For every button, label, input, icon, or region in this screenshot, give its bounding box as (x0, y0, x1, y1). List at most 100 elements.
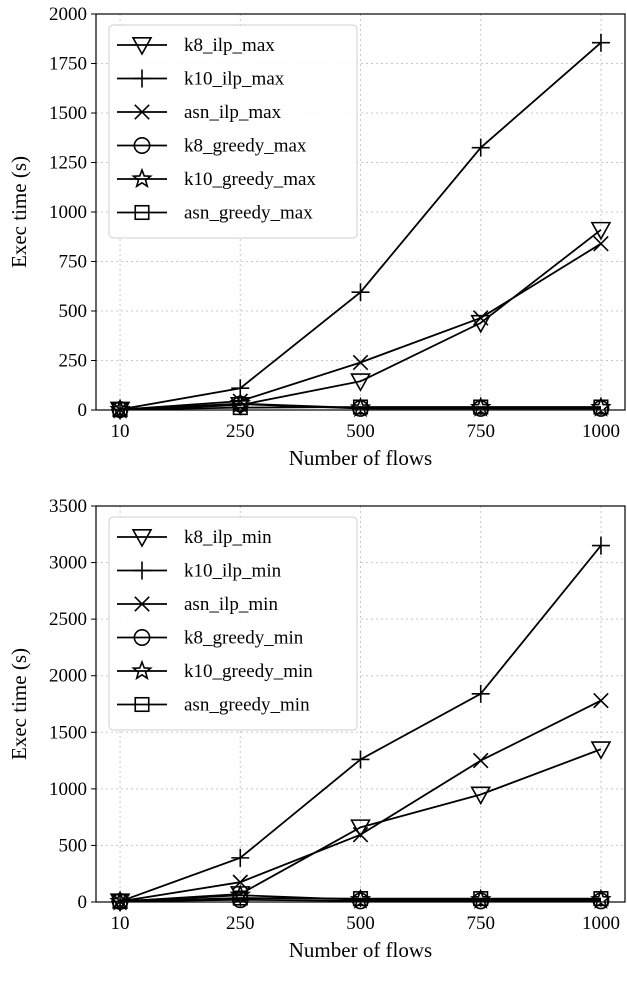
y-tick-label: 500 (59, 835, 88, 856)
y-tick-label: 2000 (49, 4, 87, 25)
data-point-k10_ilp_min (591, 536, 610, 555)
y-tick-label: 1000 (49, 779, 87, 800)
series-asn_greedy_max (112, 399, 609, 418)
chart1-x-axis-label: Number of flows (289, 938, 432, 962)
series-line-k8_greedy_min (120, 898, 601, 903)
data-point-asn_greedy_min (232, 890, 248, 906)
y-tick-label: 3000 (49, 553, 87, 574)
legend-label: k8_ilp_min (184, 527, 272, 548)
y-tick-label: 1000 (49, 202, 87, 223)
chart0-y-axis-label: Exec time (s) (7, 156, 31, 268)
legend-marker (133, 561, 151, 580)
legend-marker (131, 36, 153, 56)
series-line-asn_greedy_min (120, 897, 601, 903)
data-point-asn_ilp_min (352, 826, 369, 843)
legend-label: k10_greedy_max (184, 169, 316, 190)
data-point-k8_ilp_min (350, 819, 371, 838)
data-point-asn_greedy_max (473, 399, 489, 415)
y-tick-label: 2500 (49, 609, 87, 630)
data-point-k8_greedy_min (592, 892, 610, 910)
data-point-k8_greedy_min (352, 892, 369, 910)
y-tick-label: 3500 (49, 496, 87, 517)
series-k10_ilp_min (111, 536, 610, 911)
data-point-k8_ilp_min (590, 741, 612, 760)
data-point-asn_greedy_min (473, 891, 489, 907)
chart1-y-axis-label: Exec time (s) (7, 648, 31, 760)
x-tick-label: 250 (226, 421, 255, 442)
y-tick-label: 0 (78, 892, 88, 913)
legend-marker (131, 528, 153, 548)
y-tick-label: 1750 (49, 54, 87, 75)
legend-marker (133, 137, 151, 154)
y-tick-label: 1500 (49, 103, 87, 124)
legend-label: k10_ilp_min (184, 561, 282, 582)
legend-marker (133, 629, 151, 646)
data-point-asn_ilp_max (472, 310, 489, 326)
data-point-asn_ilp_min (472, 752, 489, 769)
legend-label: k8_ilp_max (184, 35, 275, 56)
legend-box (108, 24, 358, 239)
x-tick-label: 10 (111, 421, 130, 442)
legend-marker (134, 204, 150, 221)
x-tick-label: 750 (466, 913, 495, 934)
data-point-k10_ilp_min (231, 848, 250, 867)
legend-marker (131, 167, 153, 189)
legend-box (108, 516, 358, 731)
data-point-asn_ilp_max (593, 235, 609, 252)
legend-label: k8_greedy_min (184, 628, 304, 649)
legend-label: asn_greedy_min (184, 695, 310, 716)
data-point-asn_greedy_min (112, 893, 128, 909)
legend-label: asn_ilp_min (184, 594, 278, 615)
data-point-asn_greedy_min (352, 891, 369, 907)
legend-marker (134, 696, 150, 713)
data-point-k10_ilp_min (471, 684, 490, 703)
y-tick-label: 750 (59, 252, 88, 273)
data-point-asn_greedy_min (593, 891, 609, 907)
chart0-x-axis-label: Number of flows (289, 446, 432, 470)
top-chart: 10 250 500 750 1000 0 250 500 750 1000 1250 1500 175… (7, 4, 626, 470)
x-tick-label: 1000 (582, 421, 620, 442)
x-tick-label: 10 (111, 913, 130, 934)
x-tick-label: 1000 (582, 913, 620, 934)
legend-marker (131, 659, 153, 681)
y-tick-label: 1250 (49, 153, 87, 174)
data-point-k8_ilp_max (590, 221, 612, 241)
x-tick-label: 250 (226, 913, 255, 934)
data-point-asn_ilp_max (352, 354, 369, 371)
legend-label: asn_ilp_max (184, 102, 282, 123)
legend-marker (133, 69, 151, 88)
data-point-asn_ilp_min (593, 692, 609, 709)
series-asn_greedy_min (112, 890, 609, 909)
chart1-legend: k8_ilp_min k10_ilp_min asn_ilp_min k8_greed… (108, 516, 358, 731)
y-tick-label: 2000 (49, 666, 87, 687)
y-tick-label: 1500 (49, 722, 87, 743)
data-point-asn_greedy_max (112, 402, 128, 418)
legend-label: k10_greedy_min (184, 661, 313, 682)
data-point-k10_ilp_min (351, 750, 370, 769)
series-asn_ilp_min (112, 692, 609, 910)
legend-marker (134, 104, 150, 120)
data-point-k8_ilp_min (470, 786, 492, 806)
series-line-asn_greedy_max (120, 406, 601, 411)
y-tick-label: 0 (78, 400, 88, 421)
y-tick-label: 500 (59, 301, 88, 322)
data-point-k10_ilp_max (351, 283, 370, 302)
data-point-k8_greedy_min (472, 892, 490, 910)
data-point-asn_greedy_max (352, 399, 369, 415)
data-point-k10_ilp_max (471, 138, 490, 157)
data-point-k10_ilp_max (591, 33, 610, 52)
x-tick-label: 750 (466, 421, 495, 442)
series-line-k10_greedy_min (120, 894, 601, 903)
data-point-k8_ilp_max (470, 314, 492, 334)
chart0-legend: k8_ilp_max k10_ilp_max asn_ilp_max k8_greed… (108, 24, 358, 239)
bottom-chart: 10 250 500 750 1000 0 500 1000 1500 2000 2500 3000 3… (7, 496, 626, 962)
data-point-asn_greedy_max (593, 399, 609, 415)
data-point-asn_ilp_min (232, 874, 249, 890)
legend-label: k8_greedy_max (184, 136, 307, 157)
legend-label: asn_greedy_max (184, 203, 313, 224)
legend-marker (134, 596, 150, 612)
x-tick-label: 500 (346, 913, 375, 934)
x-tick-label: 500 (346, 421, 375, 442)
data-point-asn_greedy_max (232, 400, 248, 416)
data-point-k8_ilp_max (350, 373, 371, 392)
